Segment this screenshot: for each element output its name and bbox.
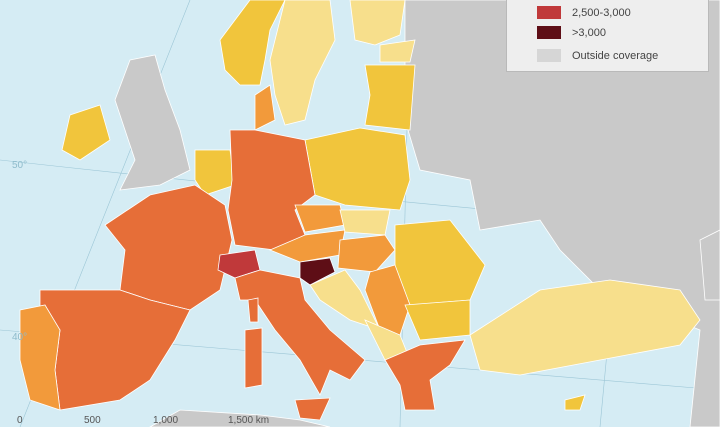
scale-label-500: 500 xyxy=(84,415,101,426)
region-corsica xyxy=(247,297,259,323)
region-cyprus xyxy=(564,394,586,411)
legend-swatch-2500-3000 xyxy=(537,6,561,19)
legend-swatch-over-3000 xyxy=(537,26,561,39)
latitude-label-50: 50° xyxy=(12,160,28,171)
scale-label-1500: 1,500 km xyxy=(228,415,270,426)
region-finland xyxy=(349,0,406,46)
region-outside-africa xyxy=(149,409,331,427)
region-estonia xyxy=(379,39,416,63)
region-portugal xyxy=(19,304,61,411)
region-benelux xyxy=(194,149,236,196)
region-hungary xyxy=(337,234,396,273)
scale-label-1000: 1,000 xyxy=(153,415,179,426)
legend-item: >3,000 xyxy=(537,26,606,39)
region-outside-east xyxy=(404,0,720,427)
legend-label: Outside coverage xyxy=(572,49,659,62)
region-bulgaria xyxy=(404,299,471,341)
region-denmark xyxy=(254,84,276,131)
region-spain xyxy=(39,289,191,411)
region-poland xyxy=(304,127,411,211)
scale-label-0: 0 xyxy=(17,415,23,426)
region-greece xyxy=(384,339,466,411)
region-romania xyxy=(394,219,486,306)
region-ireland xyxy=(61,104,111,161)
latitude-label-40: 40° xyxy=(12,332,28,343)
legend-label: 2,500-3,000 xyxy=(572,6,631,19)
legend-item: Outside coverage xyxy=(537,49,658,62)
region-sardinia xyxy=(244,327,263,389)
region-sicily xyxy=(294,397,331,421)
legend-label: >3,000 xyxy=(572,26,606,39)
region-slovakia xyxy=(339,209,391,236)
region-germany xyxy=(227,129,316,251)
region-slovenia xyxy=(299,257,336,286)
map-legend: 2,500-3,000 >3,000 Outside coverage xyxy=(506,0,709,72)
legend-swatch-outside xyxy=(537,49,561,62)
region-norway xyxy=(219,0,286,86)
region-sweden xyxy=(269,0,336,126)
region-outside-caucasus xyxy=(699,229,720,301)
region-outside-uk xyxy=(114,54,191,191)
region-turkey xyxy=(469,279,701,376)
legend-item: 2,500-3,000 xyxy=(537,6,631,19)
region-latvia-lithuania xyxy=(364,64,416,131)
